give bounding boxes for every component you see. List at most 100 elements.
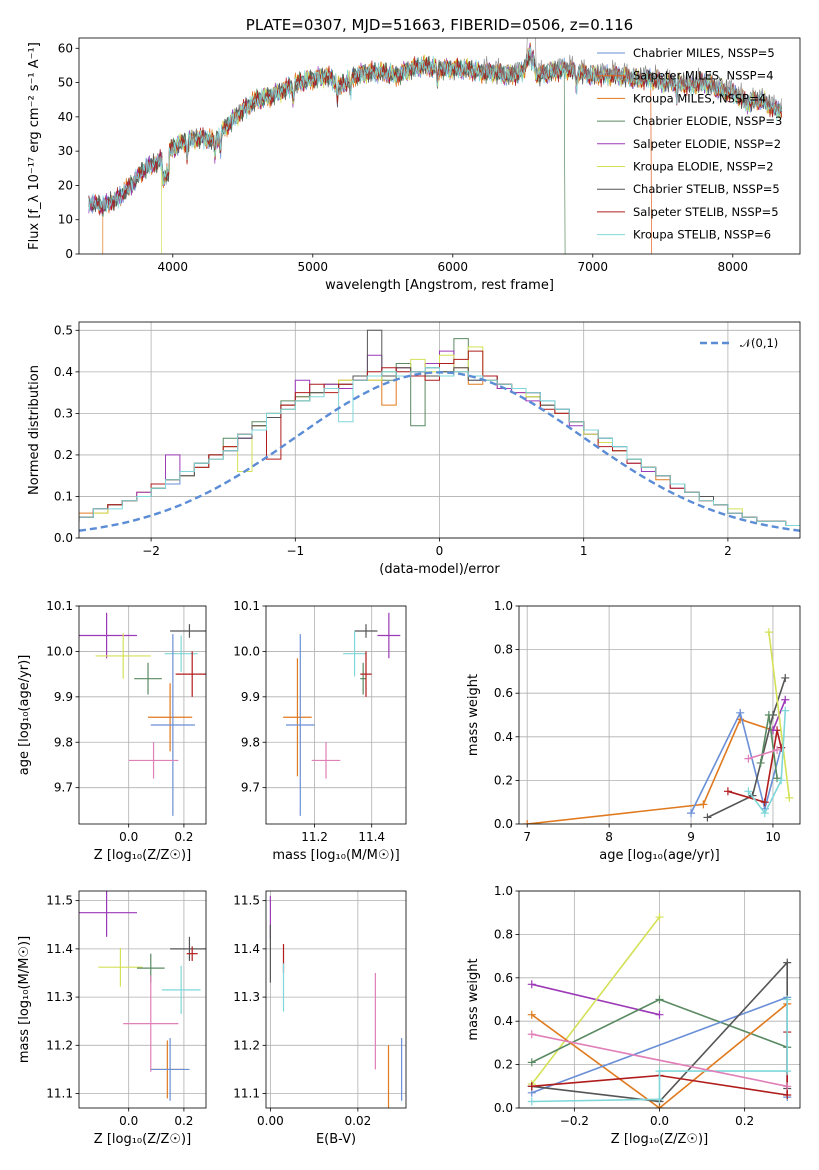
x-axis-label: (data-model)/error [379,562,500,577]
x-tick-label: 11.2 [301,830,328,844]
weight-point-marker [773,745,782,754]
y-tick-label: 11.3 [46,990,73,1004]
x-tick-label: −1 [286,544,304,558]
panel-0: 4000 5000 6000 7000 8000 0 10 20 30 40 50 60 wavelen… [27,16,801,293]
weight-point-marker [655,995,664,1004]
y-axis-label: mass weight [466,674,481,756]
y-tick-label: 0.4 [494,1014,513,1028]
weight-point-marker [783,958,792,967]
weight-point-marker [783,995,792,1004]
plot-area [88,38,783,254]
y-tick-label: 0.6 [494,971,513,985]
legend-entry: Chabrier MILES, NSSP=5 [633,46,775,60]
y-tick-label: 10.0 [46,644,73,658]
y-tick-label: 11.4 [46,942,73,956]
legend-entry: Kroupa ELODIE, NSSP=2 [633,160,774,174]
y-tick-label: 9.7 [241,781,260,795]
legend: Chabrier MILES, NSSP=5 Salpeter MILES, NS… [597,46,782,242]
plot-area [269,895,403,1108]
weight-series-line [747,710,787,815]
weight-point-marker [527,1058,536,1067]
plot-area [79,891,206,1101]
y-tick-label: 10.1 [233,599,260,613]
weight-point-marker [703,813,712,822]
plot-area [79,612,206,816]
histogram-series [79,367,800,526]
y-tick-label: 11.5 [46,894,73,908]
weight-point-marker [744,754,753,763]
weight-point-marker [781,673,790,682]
y-tick-label: 11.1 [46,1087,73,1101]
axes-frame [265,890,407,1109]
y-tick-label: 11.4 [233,942,260,956]
histogram-series [79,367,800,526]
x-tick-label: 4000 [158,260,189,274]
legend-entry: 𝒩(0,1) [740,336,778,350]
weight-series-line [690,710,782,814]
axes-frame [78,605,207,825]
y-tick-label: 9.8 [54,735,73,749]
weight-series-line [531,916,661,1085]
x-axis-label: E(B-V) [316,1132,356,1147]
legend-entry: Salpeter MILES, NSSP=4 [633,69,774,83]
x-tick-label: 5000 [298,260,329,274]
y-tick-label: 9.9 [54,690,73,704]
legend-entry: Salpeter STELIB, NSSP=5 [633,205,779,219]
weight-point-marker [655,1095,664,1104]
y-tick-label: 0.1 [54,489,73,503]
weight-point-marker [527,1010,536,1019]
x-tick-label: 0.2 [174,830,193,844]
weight-point-marker [527,1082,536,1091]
y-axis-label: Normed distribution [27,365,42,495]
weight-point-marker [655,1067,664,1076]
weight-point-marker [777,776,786,785]
y-tick-label: 60 [58,41,73,55]
weight-point-marker [783,1082,792,1091]
x-tick-label: 0.00 [257,1114,284,1128]
y-axis-label: mass [log₁₀(M/M☉)] [17,936,32,1063]
y-tick-label: 0.6 [494,686,513,700]
x-tick-label: 10 [765,830,780,844]
y-tick-label: 30 [58,144,73,158]
y-tick-label: 10.1 [46,599,73,613]
x-tick-label: 8 [605,830,613,844]
histogram-series [79,329,800,526]
weight-point-marker [655,913,664,922]
weight-point-marker [783,1067,792,1076]
y-axis-label: age [log₁₀(age/yr)] [17,655,32,776]
y-axis-label: Flux [f_λ 10⁻¹⁷ erg cm⁻² s⁻¹ A⁻¹] [27,42,42,250]
plot-area [79,329,800,532]
y-tick-label: 0.8 [494,643,513,657]
weight-point-marker [655,1010,664,1019]
y-tick-label: 0.2 [54,448,73,462]
weight-point-marker [527,1030,536,1039]
y-tick-label: 0.4 [54,365,73,379]
plot-area [523,628,794,824]
weight-point-marker [781,695,790,704]
y-tick-label: 0 [65,247,73,261]
panel-7: −0.2 0.0 0.2 0.0 0.2 0.4 0.6 0.8 1.0 Z [log₁₀(Z/Z… [466,884,801,1147]
axes-frame [265,605,407,825]
x-tick-label: 2 [724,544,732,558]
y-tick-label: 1.0 [494,599,513,613]
plot-area [283,612,401,816]
x-axis-label: age [log₁₀(age/yr)] [599,848,720,863]
weight-point-marker [744,787,753,796]
y-tick-label: 11.2 [46,1038,73,1052]
histogram-series [79,346,800,526]
y-tick-label: 0.0 [494,1101,513,1115]
x-tick-label: 7 [523,830,531,844]
legend-entry: Kroupa MILES, NSSP=4 [633,91,766,105]
x-tick-label: 1 [580,544,588,558]
y-tick-label: 11.3 [233,990,260,1004]
weight-point-marker [781,706,790,715]
x-tick-label: 0 [436,544,444,558]
panel-5: 0.0 0.2 11.1 11.2 11.3 11.4 11.5 Z [log₁₀(Z/Z☉)… [17,890,207,1147]
y-tick-label: 0.0 [54,531,73,545]
weight-point-marker [760,809,769,818]
x-tick-label: 0.2 [735,1114,754,1128]
chart-title: PLATE=0307, MJD=51663, FIBERID=0506, z=0… [246,16,633,34]
weight-point-marker [773,774,782,783]
y-axis-label: mass weight [466,958,481,1040]
